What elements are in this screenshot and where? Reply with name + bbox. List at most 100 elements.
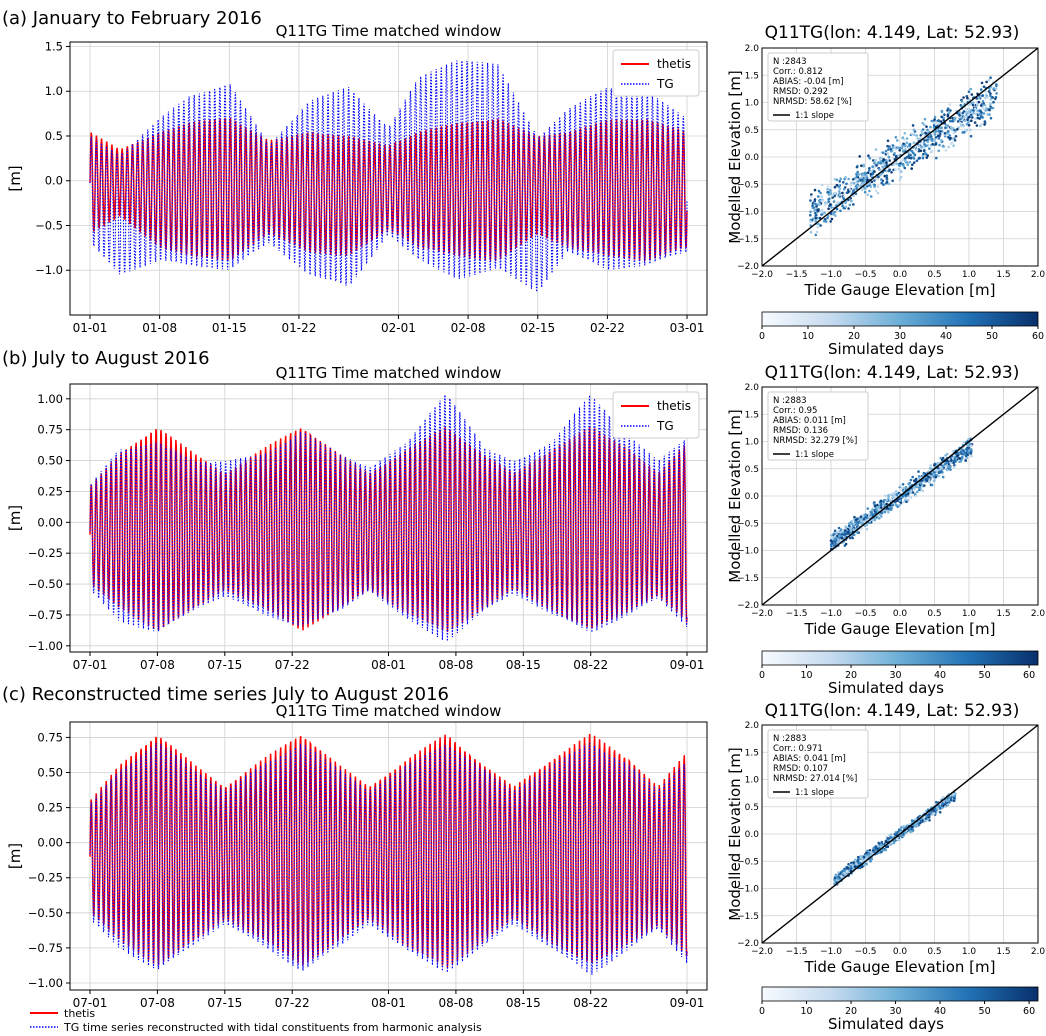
ts-axes-frame — [69, 41, 708, 316]
scatter-point — [900, 159, 904, 163]
scatter-point — [949, 109, 952, 112]
scatter-point — [910, 132, 913, 136]
scatter-point — [859, 515, 863, 518]
scatter-point — [912, 161, 916, 164]
scatter-point — [929, 472, 933, 476]
scatter-point — [965, 122, 969, 126]
sc-ytick-label: −1.5 — [737, 574, 759, 584]
scatter-point — [896, 837, 899, 841]
colorbar-tick-label: 0 — [759, 331, 765, 342]
scatter-point — [840, 534, 844, 538]
sc-ytick-label: 2.0 — [745, 383, 760, 393]
stats-line: N :2883 — [773, 396, 807, 406]
scatter-point — [910, 819, 914, 822]
scatter-point — [934, 121, 938, 124]
legend-label: thetis — [657, 399, 691, 413]
scatter-point — [894, 168, 897, 171]
scatter-point — [866, 193, 870, 197]
scatter-point — [864, 516, 867, 519]
scatter-point — [887, 155, 891, 159]
scatter-point — [827, 197, 831, 200]
ts-title: Q11TG Time matched window — [276, 364, 502, 382]
scatter-point — [943, 132, 947, 135]
scatter-point — [947, 801, 951, 804]
ts-xtick-label: 03-01 — [670, 321, 705, 335]
scatter-point — [937, 474, 941, 478]
scatter-point — [984, 109, 987, 112]
scatter-point — [813, 188, 817, 192]
scatter-point — [880, 515, 883, 518]
one-to-one-line — [761, 47, 1039, 267]
scatter-point — [905, 161, 909, 164]
scatter-point — [944, 149, 948, 152]
colorbar — [761, 986, 1039, 1002]
scatter-point — [912, 486, 916, 489]
scatter-point — [887, 182, 891, 186]
scatter-point — [837, 530, 840, 534]
scatter-point — [989, 98, 993, 101]
scatter-point — [879, 156, 883, 160]
scatter-point — [918, 156, 921, 160]
ts-xtick-label: 01-08 — [142, 321, 177, 335]
scatter-point — [986, 96, 989, 99]
sc-xtick-label: 2.0 — [1031, 270, 1046, 280]
stats-line: RMSD: 0.107 — [773, 764, 828, 774]
scatter-point — [870, 180, 874, 184]
scatter-point — [897, 167, 901, 171]
scatter-point — [941, 475, 945, 479]
ts-ytick-label: 1.00 — [37, 392, 63, 406]
scatter-point — [893, 833, 897, 836]
scatter-point — [814, 216, 818, 220]
scatter-point — [894, 136, 898, 139]
sc-ytick-label: 1.5 — [745, 71, 759, 81]
scatter-point — [888, 843, 892, 846]
scatter-point — [918, 149, 921, 152]
scatter-point — [913, 479, 916, 483]
sc-ytick-label: 0.5 — [745, 803, 759, 813]
scatter-point — [938, 143, 941, 147]
scatter-point — [925, 477, 929, 481]
scatter-point — [868, 513, 871, 516]
colorbar-tick-label: 30 — [890, 1006, 902, 1017]
scatter-point — [895, 493, 899, 497]
scatter-point — [915, 148, 919, 151]
scatter-point — [873, 179, 876, 182]
scatter-point — [869, 195, 873, 198]
scatter-point — [822, 219, 826, 223]
scatter-point — [826, 214, 830, 218]
scatter-point — [986, 113, 989, 116]
scatter-point — [922, 145, 926, 149]
scatter-point — [817, 189, 821, 193]
ts-ytick-label: −0.25 — [28, 871, 63, 885]
sc-ytick-label: −1.5 — [737, 235, 759, 245]
scatter-point — [834, 214, 837, 217]
ts-ytick-label: 0.00 — [37, 515, 63, 529]
sc-xtick-label: 1.0 — [962, 270, 977, 280]
scatter-point — [892, 841, 896, 845]
scatter-point — [976, 109, 979, 113]
ts-xtick-label: 07-01 — [73, 658, 108, 672]
panel-2: (b) July to August 2016 Q11TG Time matche… — [2, 348, 1045, 697]
scatter-point — [969, 128, 972, 132]
scatter-point — [857, 173, 861, 176]
sc-ytick-label: −1.0 — [737, 885, 759, 895]
scatter-point — [934, 136, 938, 139]
ts-ytick-label: 1.5 — [45, 39, 63, 53]
scatter-point — [850, 519, 853, 523]
scatter-point — [885, 177, 889, 181]
scatter-point — [956, 120, 960, 123]
scatter-point — [814, 202, 817, 206]
scatter-point — [833, 194, 836, 198]
scatter-point — [856, 855, 860, 859]
scatter-point — [866, 171, 870, 174]
scatter-point — [938, 121, 941, 125]
scatter-point — [943, 113, 946, 116]
sc-xtick-label: 0.5 — [927, 947, 941, 957]
scatter-point — [929, 125, 932, 129]
scatter-point — [906, 498, 910, 502]
scatter-point — [867, 169, 871, 172]
ts-ytick-label: −0.50 — [28, 577, 63, 591]
scatter-point — [841, 191, 844, 195]
scatter-point — [949, 125, 953, 129]
sc-xtick-label: −1.5 — [786, 947, 808, 957]
